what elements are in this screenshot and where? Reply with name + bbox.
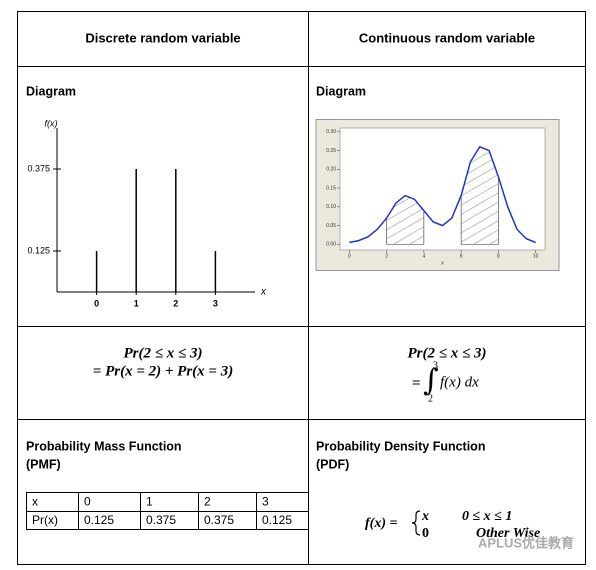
table-text: Pr(x)	[32, 513, 58, 527]
x-axis-label: x	[441, 260, 444, 266]
x-tick-label: 0	[94, 298, 99, 308]
y-tick-label: 0.375	[27, 163, 50, 173]
x-tick-label: 2	[173, 298, 178, 308]
y-tick-label: 0.05	[326, 223, 336, 229]
x-tick-label: 4	[422, 253, 425, 259]
x-tick-label: 6	[460, 253, 463, 259]
brace	[411, 510, 421, 536]
y-tick-label: 0.20	[326, 167, 336, 173]
row-label: Diagram	[26, 84, 76, 98]
x-tick-label: 0	[348, 253, 351, 259]
column-header: Discrete random variable	[85, 30, 240, 45]
table-text: 0.375	[204, 513, 234, 527]
function-title: Probability Density Function	[316, 439, 485, 453]
x-tick-label: 1	[134, 298, 139, 308]
table-text: 0.125	[262, 513, 292, 527]
x-axis-label: x	[260, 287, 267, 298]
plot-frame	[339, 127, 546, 251]
y-tick-label: 0.25	[326, 148, 336, 154]
y-tick-label: 0.15	[326, 185, 336, 191]
case-value: x	[421, 509, 429, 524]
function-abbr: (PDF)	[316, 457, 349, 471]
formula: =	[412, 375, 421, 391]
integral-upper: 3	[433, 360, 438, 371]
case-condition: Other Wise	[476, 526, 540, 541]
table-text: 0.125	[84, 513, 114, 527]
pmf-table: x 0 1 2 3 Pr(x) 0.125 0.375 0.375 0.125	[26, 492, 309, 530]
x-tick-label: 10	[533, 253, 539, 259]
table-text: 1	[146, 495, 153, 509]
table-text: 0.375	[146, 513, 176, 527]
table-text: 0	[84, 495, 91, 509]
x-tick-label: 3	[213, 298, 218, 308]
x-tick-label: 8	[497, 253, 500, 259]
y-tick-label: 0.10	[326, 204, 336, 210]
integral-sign: ∫	[423, 363, 439, 398]
integral-lower: 2	[428, 393, 433, 404]
formula: = Pr(x = 2) + Pr(x = 3)	[93, 363, 233, 379]
function-title: Probability Mass Function	[26, 439, 182, 453]
y-tick-label: 0.30	[326, 129, 336, 135]
y-tick-label: 0.00	[326, 242, 336, 248]
row-label: Diagram	[316, 84, 366, 98]
case-condition: 0 ≤ x ≤ 1	[462, 509, 512, 524]
case-value: 0	[422, 526, 429, 541]
table-borders	[17, 11, 586, 565]
watermark: APLUS优佳教育	[478, 535, 574, 550]
table-text: x	[32, 495, 38, 509]
table-text: 3	[262, 495, 269, 509]
integrand: f(x) dx	[440, 374, 479, 390]
y-axis-label: f(x)	[45, 118, 58, 128]
column-header: Continuous random variable	[359, 30, 535, 45]
formula: Pr(2 ≤ x ≤ 3)	[124, 345, 203, 361]
density-line	[349, 145, 536, 244]
table-cell	[256, 511, 309, 530]
x-tick-label: 2	[385, 253, 388, 259]
pdf-lhs: f(x) =	[365, 516, 397, 531]
formula: Pr(2 ≤ x ≤ 3)	[408, 345, 487, 361]
y-tick-label: 0.125	[27, 245, 50, 255]
table-text: 2	[204, 495, 211, 509]
function-abbr: (PMF)	[26, 457, 61, 471]
